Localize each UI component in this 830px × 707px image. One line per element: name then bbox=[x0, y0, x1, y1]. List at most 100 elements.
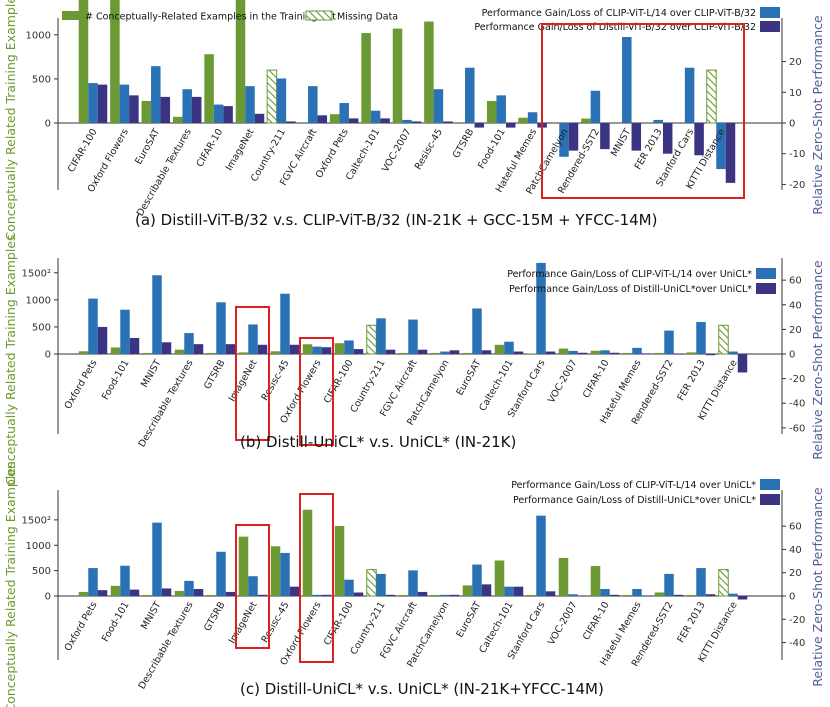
gain-large-bar bbox=[184, 580, 194, 596]
count-bar bbox=[486, 100, 497, 123]
gain-distill-bar bbox=[705, 594, 716, 596]
count-bar bbox=[78, 351, 89, 354]
gain-distill-bar bbox=[257, 594, 268, 596]
gain-large-bar bbox=[568, 350, 578, 354]
gain-distill-bar bbox=[545, 351, 556, 354]
gain-distill-bar bbox=[411, 121, 422, 123]
gain-large-bar bbox=[465, 67, 475, 123]
gain-distill-bar bbox=[694, 123, 704, 156]
count-bar bbox=[142, 594, 153, 596]
gain-large-bar bbox=[213, 104, 224, 123]
panel-c-right-tick-label: -20 bbox=[789, 615, 805, 626]
gain-distill-bar bbox=[289, 344, 300, 354]
gain-distill-bar bbox=[286, 121, 296, 123]
panel-c-caption: (c) Distill-UniCL* v.s. UniCL* (IN-21K+Y… bbox=[240, 680, 604, 698]
gain-large-bar bbox=[280, 552, 290, 596]
count-bar bbox=[329, 114, 340, 123]
count-bar bbox=[78, 591, 89, 596]
panel-c-bars bbox=[78, 509, 748, 600]
category-label: Resisc-45 bbox=[259, 600, 291, 645]
category-label: ImageNet bbox=[227, 358, 260, 404]
gain-large-bar bbox=[245, 86, 255, 123]
category-label: EuroSAT bbox=[454, 600, 483, 640]
gain-distill-bar bbox=[481, 584, 492, 596]
category-label: CIFAR-10 bbox=[581, 600, 612, 642]
gain-large-bar bbox=[312, 594, 322, 596]
gain-large-bar bbox=[376, 573, 386, 596]
gain-large-bar bbox=[433, 89, 444, 123]
legend-count-label: # Conceptually-Related Examples in the T… bbox=[85, 12, 336, 23]
gain-large-bar bbox=[536, 515, 546, 596]
legend-gain-large-swatch bbox=[756, 268, 776, 279]
legend-gain-distill-swatch bbox=[760, 21, 780, 32]
panel-c-legend: Performance Gain/Loss of CLIP-ViT-L/14 o… bbox=[511, 479, 780, 506]
missing-data-bar bbox=[266, 69, 278, 124]
gain-large-bar bbox=[590, 90, 601, 123]
gain-distill-bar bbox=[223, 106, 233, 123]
panel-b-left-tick-label: 1500² bbox=[22, 268, 51, 279]
gain-large-bar bbox=[728, 351, 738, 354]
panel-b-left-tick-label: 1000 bbox=[26, 295, 51, 306]
category-label: CIFAR-10 bbox=[581, 358, 612, 400]
gain-large-bar bbox=[684, 67, 695, 123]
panel-c-right-tick-label: 20 bbox=[789, 568, 802, 579]
panel-c-right-tick-label: 0 bbox=[789, 592, 795, 603]
category-label: CIFAR-100 bbox=[322, 358, 356, 405]
gain-large-bar bbox=[728, 593, 738, 596]
gain-distill-bar bbox=[225, 591, 236, 596]
gain-large-bar bbox=[248, 324, 258, 354]
legend-missing-label: Missing Data bbox=[337, 12, 398, 23]
count-bar bbox=[654, 592, 665, 596]
highlight-box bbox=[541, 23, 745, 199]
gain-large-bar bbox=[370, 110, 381, 123]
count-bar bbox=[361, 33, 371, 123]
gain-large-bar bbox=[216, 551, 226, 596]
category-label: GTSRB bbox=[202, 600, 228, 633]
count-bar bbox=[424, 21, 434, 123]
count-bar bbox=[686, 594, 697, 596]
count-bar bbox=[494, 344, 505, 354]
gain-large-bar bbox=[402, 119, 412, 123]
legend-count-swatch bbox=[62, 11, 80, 20]
gain-distill-bar bbox=[161, 588, 172, 596]
count-bar bbox=[622, 594, 633, 596]
gain-distill-bar bbox=[97, 326, 108, 354]
count-bar bbox=[686, 352, 697, 354]
gain-distill-bar bbox=[737, 596, 748, 600]
count-bar bbox=[462, 352, 473, 354]
gain-distill-bar bbox=[417, 349, 428, 354]
count-bar bbox=[238, 352, 249, 354]
gain-large-bar bbox=[376, 318, 386, 354]
category-label: MNIST bbox=[139, 600, 164, 632]
gain-distill-bar bbox=[353, 349, 364, 354]
count-bar bbox=[302, 344, 313, 354]
category-label: CIFAR-100 bbox=[66, 127, 100, 174]
count-bar bbox=[558, 348, 569, 354]
legend-gain-large-label: Performance Gain/Loss of CLIP-ViT-L/14 o… bbox=[482, 8, 756, 19]
gain-distill-bar bbox=[449, 594, 460, 596]
count-bar bbox=[270, 351, 281, 354]
panel-a-right-tick-label: 20 bbox=[789, 57, 802, 68]
gain-large-bar bbox=[568, 594, 578, 596]
count-bar bbox=[430, 352, 441, 354]
count-bar bbox=[110, 585, 121, 596]
category-label: CIFAR-100 bbox=[322, 600, 356, 647]
panel-a-left-tick-label: 1000 bbox=[26, 30, 51, 41]
gain-large-bar bbox=[182, 89, 192, 123]
gain-distill-bar bbox=[641, 595, 652, 596]
gain-distill-bar bbox=[577, 352, 588, 354]
gain-distill-bar bbox=[737, 354, 748, 373]
gain-large-bar bbox=[696, 322, 706, 354]
gain-large-bar bbox=[653, 119, 663, 123]
gain-distill-bar bbox=[353, 592, 364, 596]
gain-distill-bar bbox=[577, 595, 588, 596]
gain-large-bar bbox=[600, 589, 610, 596]
category-label: CIFAR-10 bbox=[195, 127, 226, 169]
gain-distill-bar bbox=[129, 589, 140, 596]
gain-large-bar bbox=[120, 565, 130, 596]
highlight-box bbox=[235, 306, 270, 441]
gain-large-bar bbox=[184, 333, 194, 354]
category-label: Caltech-101 bbox=[344, 127, 382, 182]
gain-distill-bar bbox=[673, 594, 684, 596]
